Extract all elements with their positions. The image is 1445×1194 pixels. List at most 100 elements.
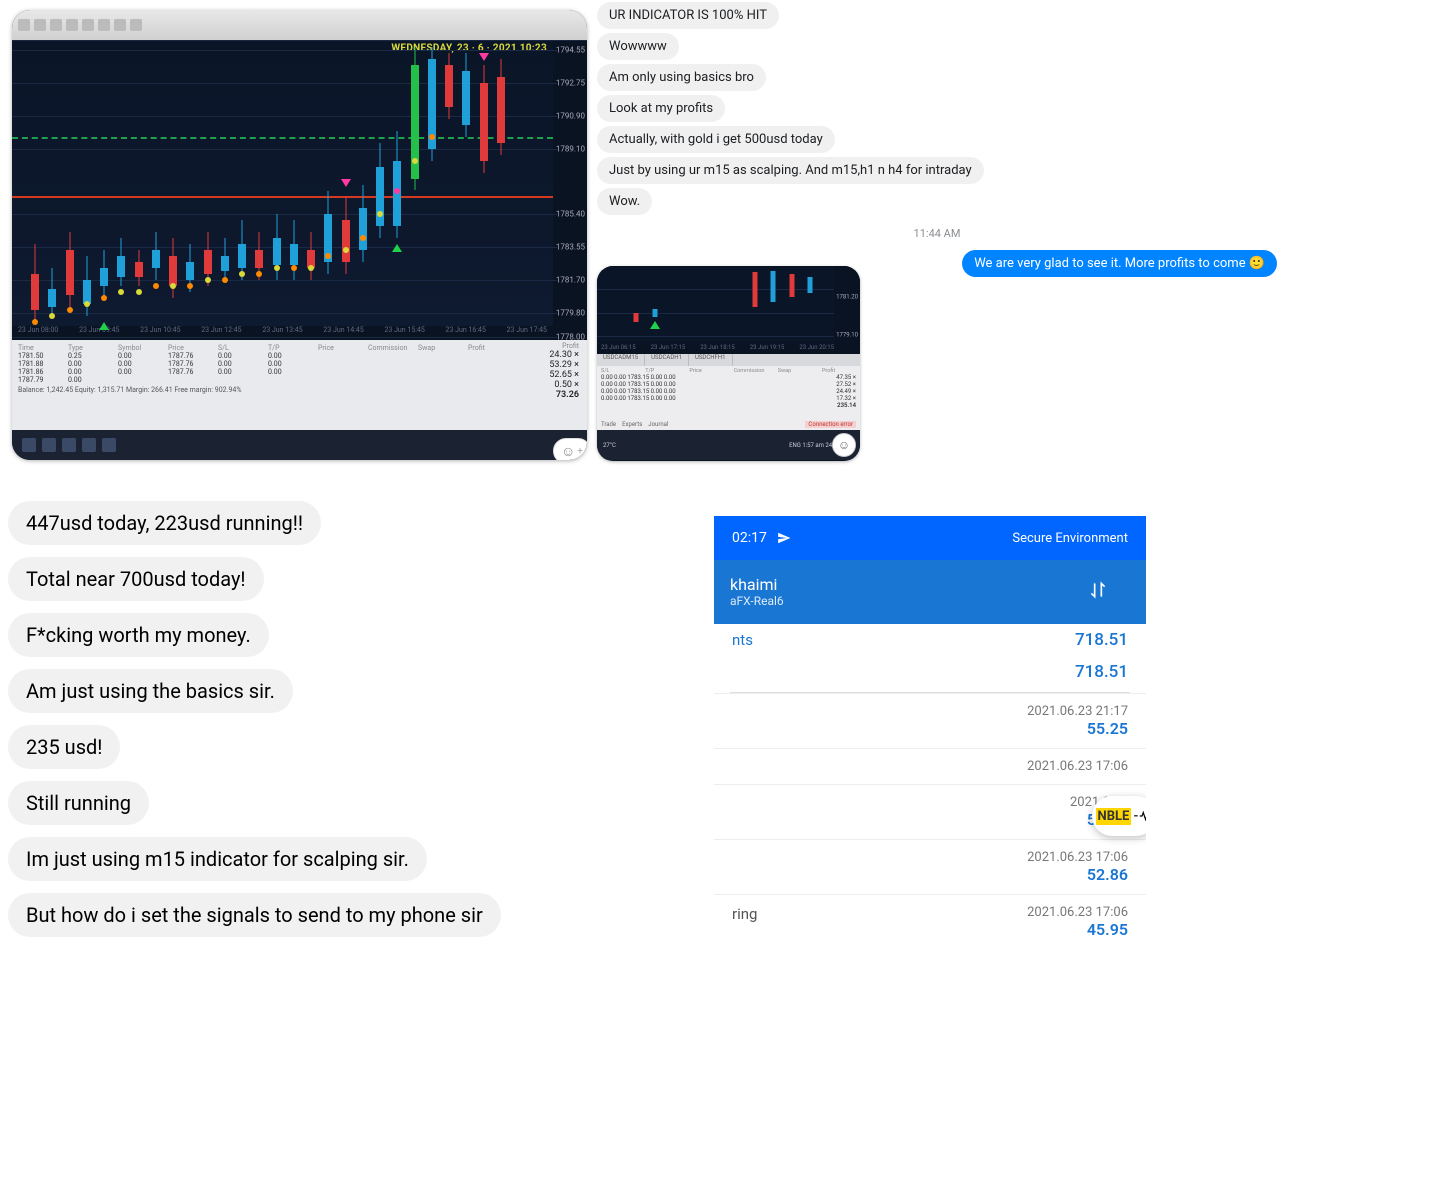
- symbol-tab[interactable]: USDCADH1: [645, 354, 689, 366]
- terminal-total: 73.26: [549, 390, 579, 400]
- account-info: khaimi aFX-Real6: [730, 575, 784, 609]
- indicator-dot: [101, 295, 107, 301]
- indicator-dot: [412, 158, 418, 164]
- status-time: 02:17: [732, 530, 767, 546]
- trade-row[interactable]: 2021.06.23 17:06: [714, 748, 1146, 784]
- trade-row[interactable]: 2021.06.23 21:1755.25: [714, 693, 1146, 748]
- terminal-row: 0.00 0.00 1783.15 0.00 0.0017.32 ×: [601, 395, 856, 402]
- sell-arrow-icon: [479, 53, 489, 61]
- taskbar-icon: [82, 438, 96, 452]
- terminal-panel: TimeTypeSymbolPriceS/LT/PPriceCommission…: [12, 340, 587, 430]
- trade-row[interactable]: 2021.06.23 17:0652.86: [714, 839, 1146, 894]
- terminal-row: 0.00 0.00 1783.15 0.00 0.0027.52 ×: [601, 381, 856, 388]
- terminal-tab[interactable]: Trade: [601, 421, 616, 428]
- trading-screenshot-large: WEDNESDAY, 23 · 6 · 2021 10:23 1794.5517…: [12, 10, 587, 460]
- toolbar-icon: [34, 19, 46, 31]
- terminal-header: TimeTypeSymbolPriceS/LT/PPriceCommission…: [18, 344, 581, 352]
- incoming-message[interactable]: Total near 700usd today!: [8, 557, 264, 601]
- outgoing-message[interactable]: We are very glad to see it. More profits…: [962, 250, 1277, 277]
- terminal-row: 0.00 0.00 1783.15 0.00 0.0024.49 ×: [601, 388, 856, 395]
- incoming-message[interactable]: Just by using ur m15 as scalping. And m1…: [597, 157, 984, 184]
- terminal-row: 1787.790.00: [18, 376, 581, 384]
- mini-terminal: S/LT/PPriceCommissionSwapProfit 0.00 0.0…: [597, 366, 860, 430]
- mini-x-axis: 23 Jun 06:1523 Jun 17:1523 Jun 18:1523 J…: [597, 344, 860, 354]
- toolbar-icon: [114, 19, 126, 31]
- mini-balance: 235.14: [837, 402, 856, 409]
- red-horizontal-line: [12, 196, 553, 198]
- indicator-dot: [222, 277, 228, 283]
- indicator-dot: [274, 265, 280, 271]
- indicator-dot: [360, 235, 366, 241]
- taskbar-icon: [102, 438, 116, 452]
- taskbar-weather: 27°C: [603, 442, 616, 449]
- account-server: aFX-Real6: [730, 594, 784, 608]
- phone-statusbar: 02:17 Secure Environment: [714, 516, 1146, 560]
- account-name: khaimi: [730, 575, 784, 594]
- terminal-row: 0.00 0.00 1783.15 0.00 0.0047.35 ×: [601, 374, 856, 381]
- buy-arrow-icon: [99, 322, 109, 330]
- toolbar-icon: [130, 19, 142, 31]
- incoming-message[interactable]: Actually, with gold i get 500usd today: [597, 126, 835, 153]
- indicator-dot: [308, 265, 314, 271]
- badge-text: NBLE: [1096, 808, 1132, 825]
- chat-timestamp: 11:44 AM: [597, 227, 1277, 240]
- taskbar-icon: [42, 438, 56, 452]
- secure-label: Secure Environment: [1012, 531, 1128, 546]
- sort-icon[interactable]: [1088, 580, 1108, 605]
- trade-time: 2021.06.23 21:17: [732, 704, 1128, 719]
- green-dashed-line: [12, 137, 553, 139]
- trade-row[interactable]: ring2021.06.23 17:0645.95: [714, 894, 1146, 949]
- indicator-dot: [187, 283, 193, 289]
- buy-arrow-icon: [392, 244, 402, 252]
- indicator-dot: [343, 247, 349, 253]
- incoming-message[interactable]: Wowwww: [597, 33, 679, 60]
- mini-candlestick-chart: 1781.201779.10: [597, 266, 860, 344]
- terminal-tab[interactable]: Experts: [622, 421, 642, 428]
- react-emoji-button[interactable]: ☺+: [553, 438, 587, 460]
- terminal-row: 1781.500.250.001787.760.000.00: [18, 352, 581, 360]
- incoming-message[interactable]: 235 usd!: [8, 725, 120, 769]
- toolbar-icon: [18, 19, 30, 31]
- incoming-message[interactable]: Am only using basics bro: [597, 64, 766, 91]
- summary-label: nts: [732, 631, 753, 649]
- incoming-message[interactable]: Am just using the basics sir.: [8, 669, 293, 713]
- mini-taskbar: 27°C ENG 1:57 am 24/6/2021: [597, 430, 860, 460]
- trade-row[interactable]: 2021.06.252.86: [714, 784, 1146, 839]
- indicator-dot: [377, 211, 383, 217]
- trade-time: 2021.06.23 17:06: [732, 850, 1128, 865]
- incoming-message[interactable]: Still running: [8, 781, 149, 825]
- terminal-row: 1781.880.000.001787.760.000.00: [18, 360, 581, 368]
- summary-value: 718.51: [1075, 630, 1128, 650]
- incoming-message[interactable]: 447usd today, 223usd running!!: [8, 501, 321, 545]
- trading-screenshot-small: 1781.201779.10 23 Jun 06:1523 Jun 17:152…: [597, 266, 860, 461]
- indicator-dot: [170, 283, 176, 289]
- indicator-dot: [429, 134, 435, 140]
- trade-amount: 52.86: [732, 810, 1128, 829]
- terminal-row: 1781.860.000.001787.760.000.00: [18, 368, 581, 376]
- indicator-dot: [291, 265, 297, 271]
- incoming-message[interactable]: Im just using m15 indicator for scalping…: [8, 837, 427, 881]
- mt-mobile-screenshot: 02:17 Secure Environment khaimi aFX-Real…: [714, 516, 1146, 949]
- toolbar-icon: [82, 19, 94, 31]
- incoming-message[interactable]: Wow.: [597, 188, 652, 215]
- taskbar-icon: [62, 438, 76, 452]
- indicator-dot: [256, 271, 262, 277]
- terminal-tab[interactable]: Journal: [648, 421, 668, 428]
- indicator-dot: [118, 289, 124, 295]
- symbol-tab[interactable]: USDCHFH1: [689, 354, 733, 366]
- incoming-message[interactable]: UR INDICATOR IS 100% HIT: [597, 2, 779, 29]
- mini-symbol-tabs: USDCADM15USDCADH1USDCHFH1: [597, 354, 860, 366]
- symbol-tab[interactable]: USDCADM15: [597, 354, 645, 366]
- indicator-dot: [325, 253, 331, 259]
- summary-value: 718.51: [1075, 662, 1128, 682]
- trade-amount: 55.25: [732, 719, 1128, 738]
- react-emoji-button[interactable]: ☺: [832, 433, 856, 457]
- floating-badge[interactable]: NBLE-: [1092, 796, 1146, 836]
- incoming-message[interactable]: F*cking worth my money.: [8, 613, 269, 657]
- trade-amount: 52.86: [732, 865, 1128, 884]
- toolbar-icon: [66, 19, 78, 31]
- connection-status: Connection error: [805, 421, 856, 428]
- incoming-message[interactable]: Look at my profits: [597, 95, 725, 122]
- incoming-message[interactable]: But how do i set the signals to send to …: [8, 893, 501, 937]
- sell-arrow-icon: [341, 179, 351, 187]
